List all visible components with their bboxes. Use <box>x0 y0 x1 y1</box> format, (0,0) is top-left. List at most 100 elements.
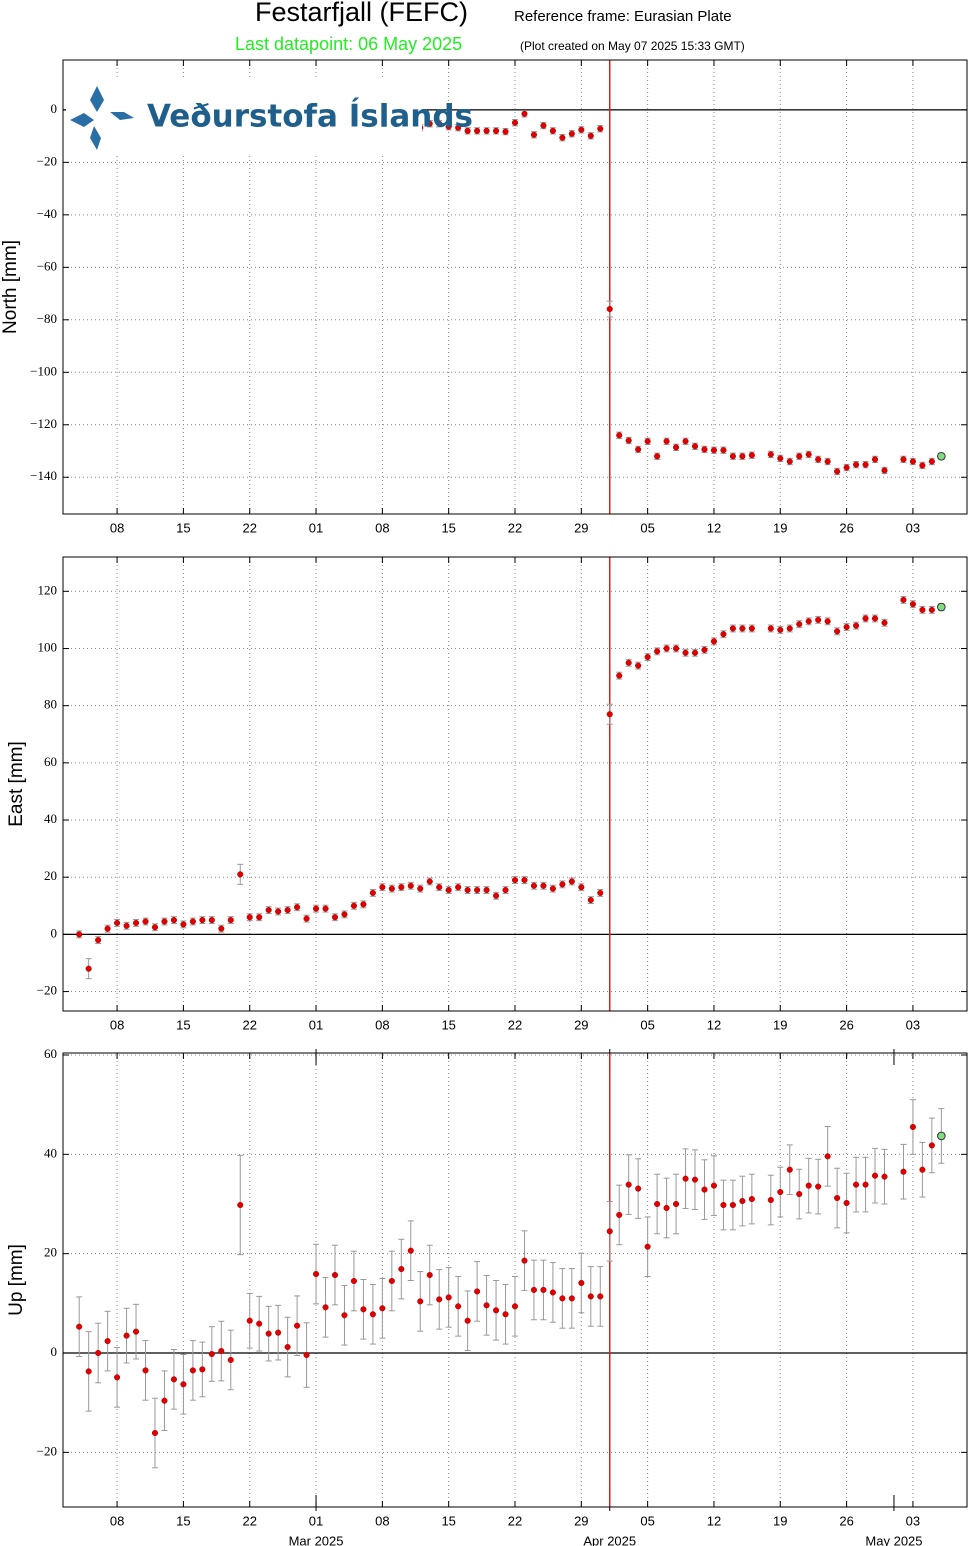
data-point <box>379 884 386 891</box>
plot-frame <box>62 59 968 515</box>
data-point <box>786 458 793 465</box>
data-point <box>369 889 376 896</box>
x-tick-label: 01 <box>309 1017 323 1032</box>
data-point <box>521 110 528 117</box>
data-point <box>729 625 736 632</box>
x-tick-label: 08 <box>110 1513 124 1528</box>
data-point <box>568 878 575 885</box>
data-point <box>729 453 736 460</box>
data-point <box>748 625 755 632</box>
x-tick-label: 08 <box>110 520 124 535</box>
data-point <box>635 1185 642 1192</box>
data-point <box>900 1168 907 1175</box>
x-tick-label: 19 <box>773 1513 787 1528</box>
data-point <box>549 1289 556 1296</box>
data-point <box>294 1322 301 1329</box>
data-point <box>256 1320 263 1327</box>
x-tick-label: 08 <box>375 1513 389 1528</box>
plot-frame <box>62 556 968 1012</box>
data-point <box>625 437 632 444</box>
x-tick-label: 05 <box>640 1017 654 1032</box>
data-point <box>644 1243 651 1250</box>
data-point <box>928 606 935 613</box>
logo-text: Veðurstofa Íslands <box>147 99 473 135</box>
data-point <box>635 446 642 453</box>
data-point <box>161 918 168 925</box>
logo-shape <box>70 113 94 127</box>
data-point <box>246 1317 253 1324</box>
plots: North [mm] 0 −20 −40 −60 −80 −100 −120 −140 08 15 2… <box>0 59 968 1546</box>
data-point <box>673 444 680 451</box>
data-point <box>691 1176 699 1183</box>
plot-frame <box>62 1052 968 1508</box>
x-tick-label: 08 <box>110 1017 124 1032</box>
data-point <box>284 907 291 914</box>
x-tick-label: 19 <box>773 1017 787 1032</box>
data-point <box>928 458 935 465</box>
data-point <box>511 877 519 884</box>
data-point <box>881 619 888 626</box>
data-point <box>824 618 831 625</box>
y-tick-label: −40 <box>37 206 57 221</box>
data-point <box>549 885 556 892</box>
data-point <box>701 646 708 653</box>
logo: Veðurstofa Íslands <box>66 78 473 154</box>
x-tick-label: 22 <box>508 520 522 535</box>
logo-shape <box>90 86 104 112</box>
y-tick-label: −20 <box>37 1443 57 1458</box>
data-point <box>606 1228 613 1235</box>
data-point <box>625 1181 632 1188</box>
data-point <box>824 458 831 465</box>
y-axis-label: Up [mm] <box>6 1244 27 1316</box>
data-point <box>871 456 879 463</box>
x-tick-label: 15 <box>176 1017 190 1032</box>
data-point <box>180 921 187 928</box>
x-tick-label: 22 <box>508 1513 522 1528</box>
data-point <box>436 884 443 891</box>
data-point <box>673 645 680 652</box>
x-tick-label: 15 <box>441 1017 455 1032</box>
data-point <box>530 131 537 138</box>
data-point <box>455 124 462 131</box>
data-point <box>701 446 708 453</box>
data-point <box>256 914 263 921</box>
data-point <box>739 1197 746 1205</box>
data-point <box>85 965 92 972</box>
data-point <box>483 127 490 134</box>
data-point <box>597 1293 604 1300</box>
data-point <box>663 438 670 445</box>
data-point <box>388 885 395 892</box>
data-point <box>407 1247 414 1254</box>
data-point <box>502 887 509 894</box>
y-tick-label: 60 <box>44 1046 57 1061</box>
data-point <box>748 1195 755 1203</box>
x-tick-label: 29 <box>574 1513 588 1528</box>
data-point <box>170 1376 177 1383</box>
data-point <box>559 134 566 141</box>
y-tick-label: 60 <box>44 754 57 769</box>
data-point <box>189 1367 196 1374</box>
data-point <box>76 1323 83 1330</box>
data-point <box>606 711 613 718</box>
data-point <box>654 453 661 460</box>
data-point <box>587 132 594 139</box>
y-axis-label: East [mm] <box>6 741 27 827</box>
data-point <box>199 917 206 924</box>
data-point <box>786 1166 793 1173</box>
y-tick-label: −140 <box>30 468 57 483</box>
data-point <box>843 464 850 471</box>
data-point <box>161 1397 168 1404</box>
data-point <box>455 884 462 891</box>
y-tick-label: −20 <box>37 153 57 168</box>
data-point <box>104 925 111 932</box>
data-point <box>568 130 575 137</box>
data-point <box>862 1181 869 1188</box>
data-point <box>464 1317 471 1324</box>
data-point <box>445 123 452 130</box>
data-point <box>540 882 547 889</box>
data-point <box>909 458 916 465</box>
data-point <box>114 1374 121 1381</box>
x-tick-label: 01 <box>309 1513 323 1528</box>
data-point <box>189 918 196 925</box>
